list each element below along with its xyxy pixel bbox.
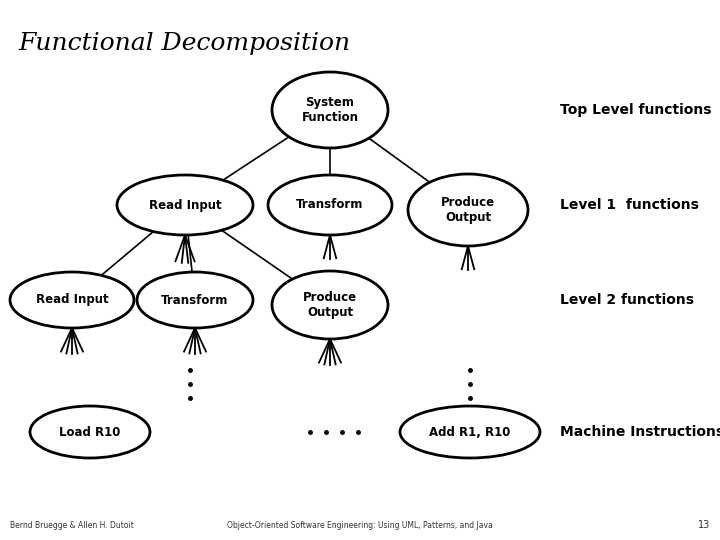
Ellipse shape [137, 272, 253, 328]
Text: Bernd Bruegge & Allen H. Dutoit: Bernd Bruegge & Allen H. Dutoit [10, 521, 134, 530]
Text: Object-Oriented Software Engineering: Using UML, Patterns, and Java: Object-Oriented Software Engineering: Us… [227, 521, 493, 530]
Ellipse shape [117, 175, 253, 235]
Ellipse shape [272, 271, 388, 339]
Text: Transform: Transform [161, 294, 229, 307]
Ellipse shape [408, 174, 528, 246]
Text: Transform: Transform [297, 199, 364, 212]
Text: Level 2 functions: Level 2 functions [560, 293, 694, 307]
Text: Add R1, R10: Add R1, R10 [429, 426, 510, 438]
Ellipse shape [30, 406, 150, 458]
Text: Produce
Output: Produce Output [303, 291, 357, 319]
Text: System
Function: System Function [302, 96, 359, 124]
Text: Read Input: Read Input [36, 294, 108, 307]
Ellipse shape [268, 175, 392, 235]
Text: Level 1  functions: Level 1 functions [560, 198, 699, 212]
Ellipse shape [10, 272, 134, 328]
Ellipse shape [272, 72, 388, 148]
Text: 13: 13 [698, 520, 710, 530]
Text: Load R10: Load R10 [59, 426, 121, 438]
Text: Top Level functions: Top Level functions [560, 103, 711, 117]
Text: Machine Instructions: Machine Instructions [560, 425, 720, 439]
Text: Produce
Output: Produce Output [441, 196, 495, 224]
Text: Read Input: Read Input [149, 199, 221, 212]
Text: Functional Decomposition: Functional Decomposition [18, 32, 350, 55]
Ellipse shape [400, 406, 540, 458]
